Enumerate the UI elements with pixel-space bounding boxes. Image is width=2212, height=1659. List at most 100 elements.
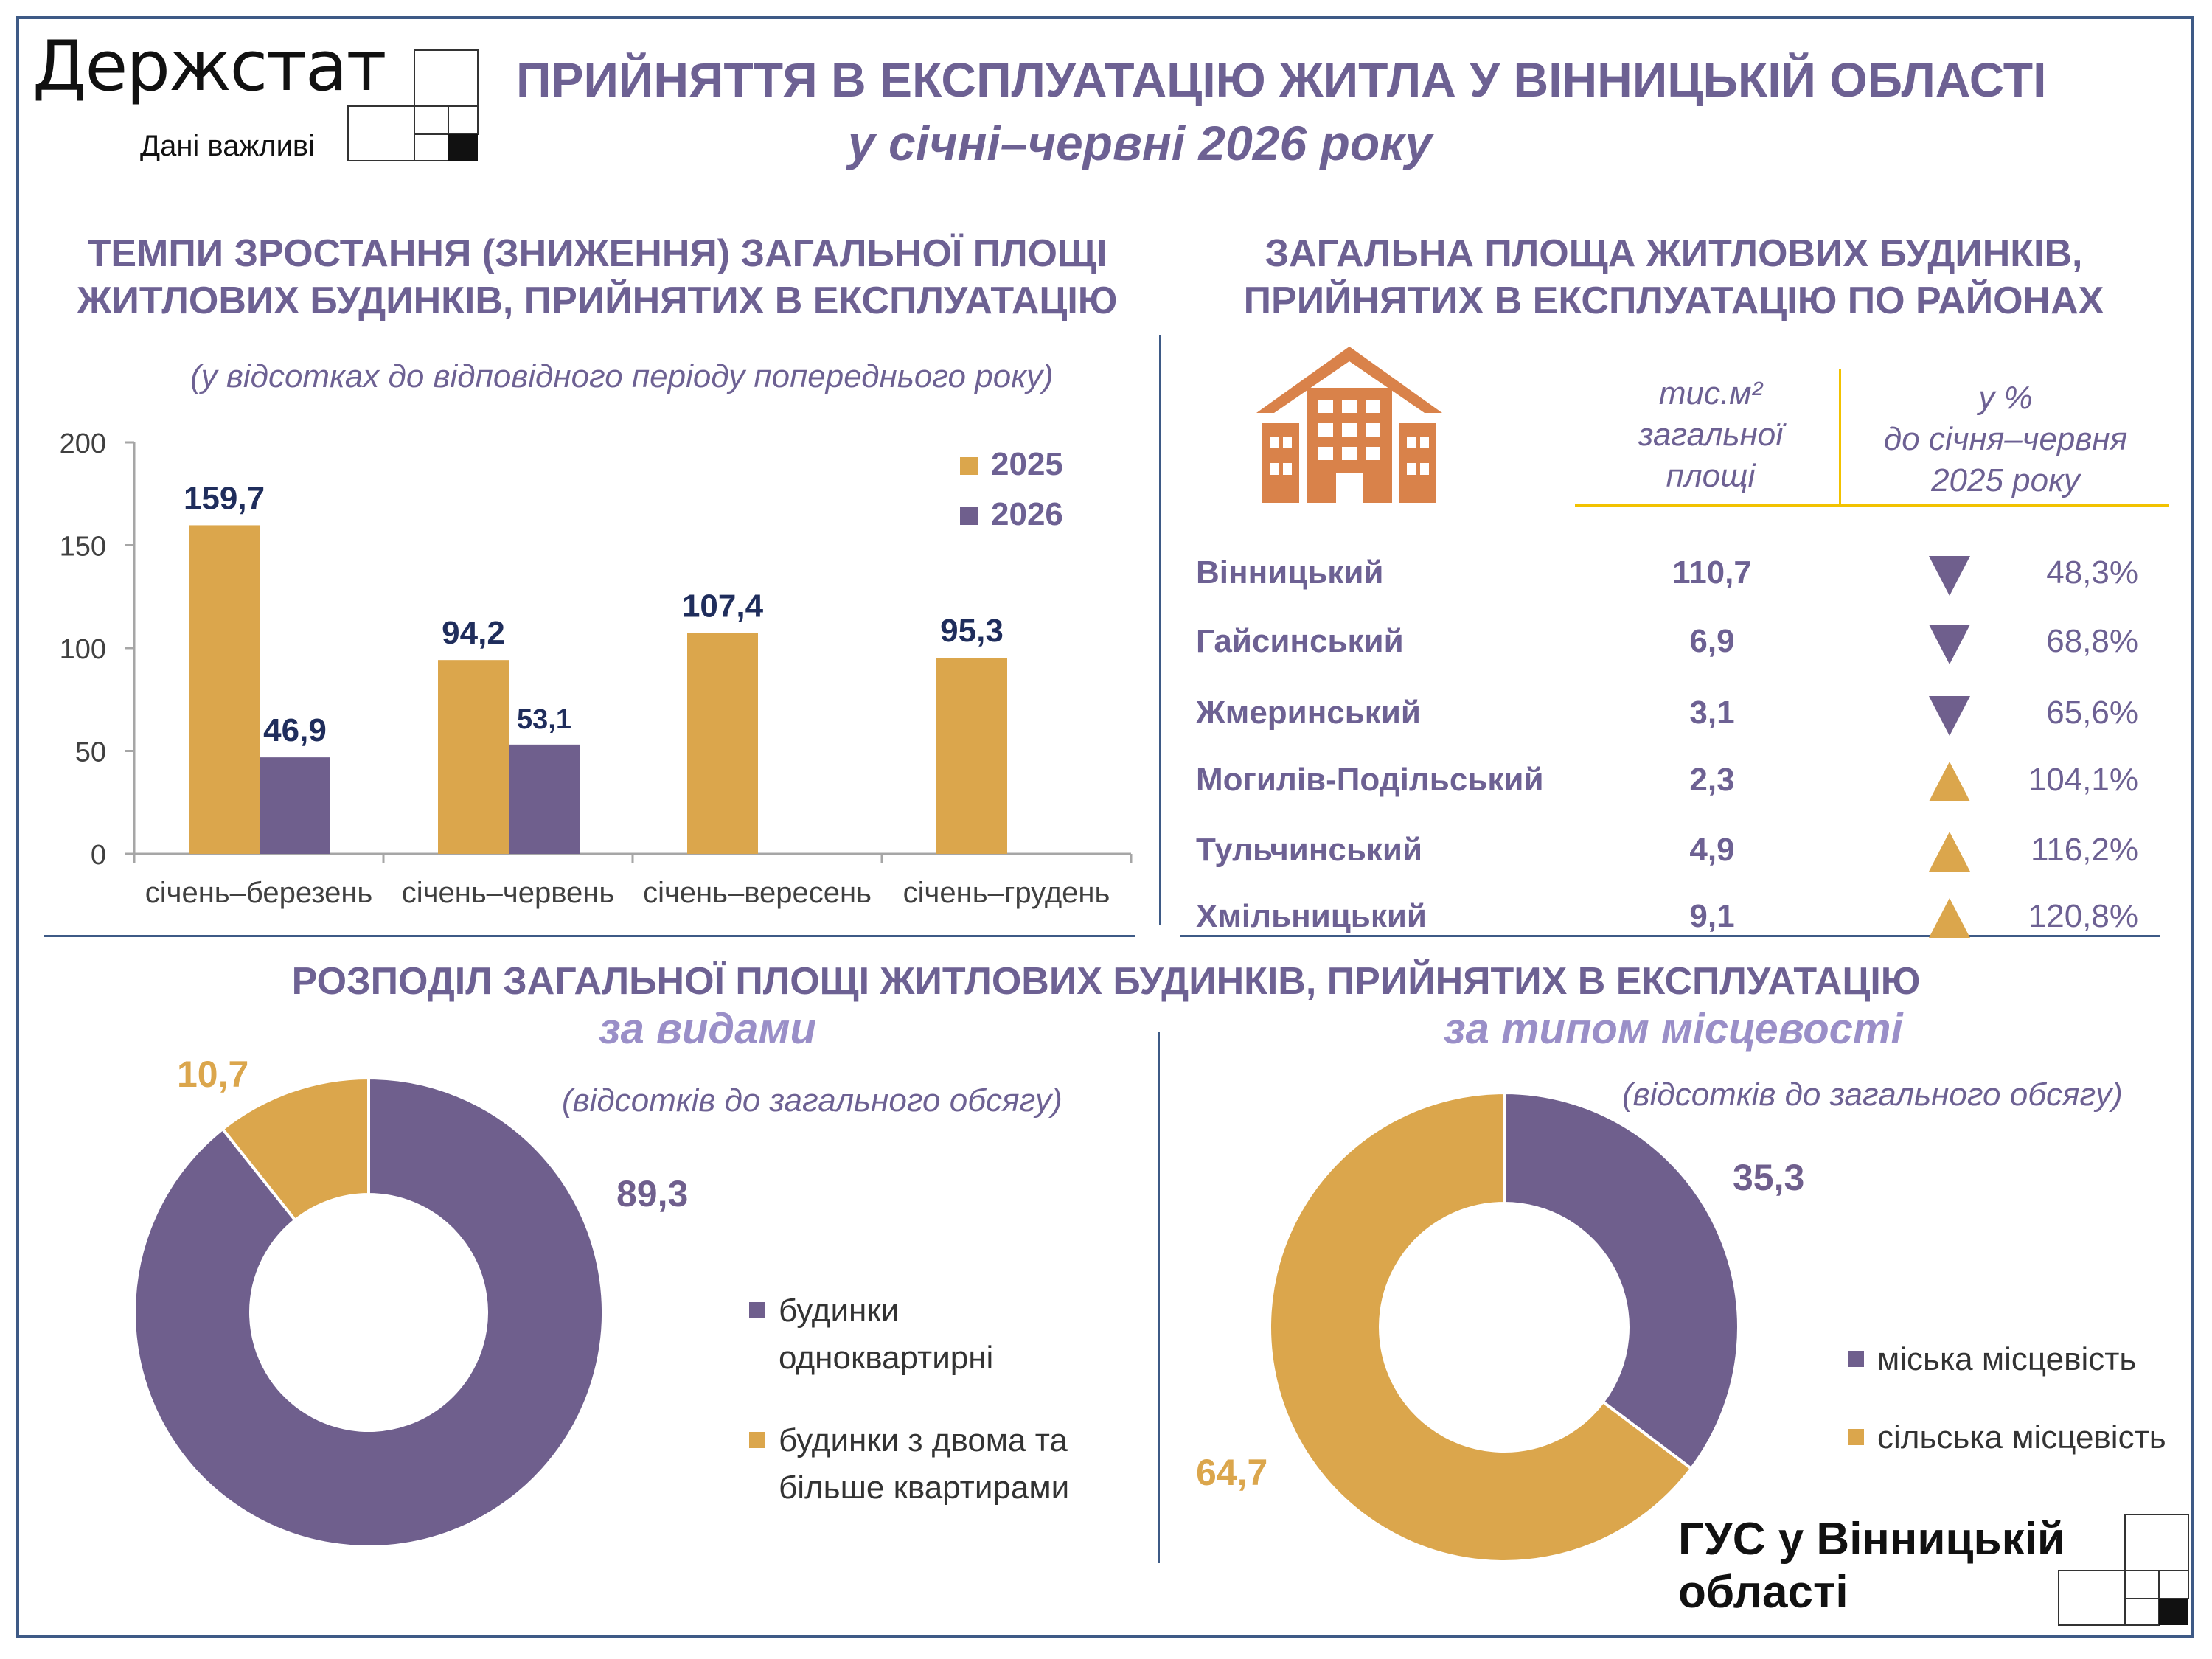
footer-logo-squares-icon — [2058, 1514, 2189, 1626]
bar-2025-3 — [936, 658, 1007, 854]
district-pct: 48,3% — [2046, 554, 2138, 591]
district-name: Хмільницький — [1196, 898, 1427, 934]
footer-org-line2: області — [1678, 1567, 1848, 1618]
y-tick-label: 0 — [91, 840, 106, 871]
donut-slice-0 — [1503, 1091, 1741, 1471]
bar-2026-0 — [260, 757, 330, 854]
legend-single-line1: будинки — [779, 1293, 900, 1329]
bar-2025-2 — [687, 633, 758, 854]
legend-label-2026: 2026 — [991, 496, 1063, 532]
donut-chart-by-type — [133, 1076, 605, 1548]
trend-down-icon — [1929, 556, 1970, 596]
horizontal-divider-right — [1180, 935, 2160, 937]
legend-swatch-2026 — [960, 507, 978, 525]
trend-up-icon — [1929, 898, 1970, 938]
col-header-area: тис.м² загальної площі — [1622, 373, 1799, 497]
legend-swatch-urban — [1848, 1351, 1864, 1367]
legend-single-apartment: будинки одноквартирні — [779, 1287, 993, 1382]
legend-label-2025: 2025 — [991, 446, 1063, 482]
legend-urban: міська місцевість — [1877, 1341, 2137, 1377]
district-pct: 65,6% — [2046, 695, 2138, 731]
footer-org-line1: ГУС у Вінницькій — [1678, 1514, 2066, 1565]
district-name: Вінницький — [1196, 554, 1384, 591]
legend-multi-line2: більше квартирами — [779, 1470, 1070, 1506]
district-name: Гайсинський — [1196, 623, 1404, 659]
growth-bar-chart: 0 50 100 150 200 січень–березень 159,7 46,9 січе… — [60, 428, 1133, 909]
col-area-line1: тис.м² — [1658, 375, 1763, 411]
by-type-header: за видами — [599, 1005, 816, 1053]
page-title: ПРИЙНЯТТЯ В ЕКСПЛУАТАЦІЮ ЖИТЛА У ВІННИЦЬ… — [516, 52, 2047, 107]
legend-swatch-multi-apartment — [749, 1432, 765, 1448]
district-pct: 120,8% — [2028, 898, 2138, 934]
bar-2026-1 — [509, 744, 580, 854]
donut-chart-by-locality — [1268, 1091, 1741, 1563]
bar-2025-1 — [438, 660, 509, 854]
col-header-pct: у % до січня–червня 2025 року — [1858, 378, 2153, 501]
trend-up-icon — [1929, 832, 1970, 872]
district-name: Могилів-Подільський — [1196, 762, 1544, 798]
trend-up-icon — [1929, 762, 1970, 801]
growth-title-line2: ЖИТЛОВИХ БУДИНКІВ, ПРИЙНЯТИХ В ЕКСПЛУАТА… — [77, 279, 1118, 322]
x-category-label: січень–вересень — [643, 877, 872, 909]
bar-value-label: 53,1 — [517, 704, 571, 735]
district-pct: 104,1% — [2028, 762, 2138, 798]
col-area-line2: загальної — [1638, 417, 1784, 453]
table-header-separator — [1839, 369, 1841, 506]
legend-rural: сільська місцевість — [1877, 1419, 2166, 1455]
legend-swatch-single-apartment — [749, 1302, 765, 1318]
y-tick-label: 100 — [60, 634, 106, 665]
legend-swatch-rural — [1848, 1429, 1864, 1445]
slice-label-multi-apartment: 10,7 — [177, 1054, 249, 1095]
apartment-building-icon — [1256, 347, 1442, 503]
slice-label-urban: 35,3 — [1733, 1157, 1805, 1198]
by-locality-note: (відсотків до загального обсягу) — [1622, 1077, 2123, 1113]
vertical-divider-top — [1159, 335, 1161, 925]
by-locality-header: за типом місцевості — [1444, 1005, 1903, 1053]
by-type-note: (відсотків до загального обсягу) — [562, 1082, 1062, 1119]
legend-swatch-2025 — [960, 457, 978, 475]
logo-tagline: Дані важливі — [140, 130, 316, 162]
col-pct-line2: до січня–червня — [1883, 421, 2128, 457]
growth-title-line1: ТЕМПИ ЗРОСТАННЯ (ЗНИЖЕННЯ) ЗАГАЛЬНОЇ ПЛО… — [87, 232, 1107, 275]
districts-section-title: ЗАГАЛЬНА ПЛОЩА ЖИТЛОВИХ БУДИНКІВ, ПРИЙНЯ… — [1180, 230, 2168, 324]
bar-value-label: 107,4 — [682, 588, 764, 624]
district-pct: 68,8% — [2046, 623, 2138, 659]
district-name: Жмеринський — [1196, 695, 1421, 731]
x-category-label: січень–грудень — [903, 877, 1110, 909]
bar-value-label: 95,3 — [940, 613, 1004, 649]
legend-single-line2: одноквартирні — [779, 1340, 994, 1376]
col-pct-line1: у % — [1978, 380, 2033, 416]
col-pct-line3: 2025 року — [1931, 462, 2080, 498]
page-subtitle: у січні–червні 2026 року — [848, 116, 1433, 170]
district-area: 110,7 — [1672, 554, 1752, 591]
district-area: 6,9 — [1689, 623, 1735, 659]
x-category-label: січень–березень — [145, 877, 373, 909]
horizontal-divider-left — [44, 935, 1135, 937]
district-name: Тульчинський — [1196, 832, 1423, 868]
legend-multi-line1: будинки з двома та — [779, 1422, 1068, 1458]
page-frame — [16, 16, 2194, 1638]
footer-org: ГУС у Вінницькій області — [1678, 1513, 2065, 1619]
distribution-section-title: РОЗПОДІЛ ЗАГАЛЬНОЇ ПЛОЩІ ЖИТЛОВИХ БУДИНК… — [291, 960, 1921, 1003]
donut-slice-0 — [133, 1076, 605, 1548]
y-tick-label: 200 — [60, 428, 106, 459]
y-tick-label: 150 — [60, 532, 106, 563]
vertical-divider-bottom — [1158, 1032, 1160, 1563]
bar-value-label: 159,7 — [184, 480, 265, 516]
district-area: 3,1 — [1689, 695, 1735, 731]
donut-slice-1 — [1268, 1091, 1694, 1563]
district-area: 9,1 — [1689, 898, 1735, 934]
district-area: 2,3 — [1689, 762, 1735, 798]
bar-value-label: 94,2 — [442, 615, 505, 651]
logo-wordmark: Держстат — [32, 27, 386, 107]
x-category-label: січень–червень — [402, 877, 614, 909]
bar-2025-0 — [189, 525, 260, 854]
slice-label-rural: 64,7 — [1196, 1452, 1268, 1493]
col-area-line3: площі — [1666, 458, 1756, 494]
trend-down-icon — [1929, 625, 1970, 664]
donut-slice-1 — [220, 1076, 370, 1222]
districts-title-line1: ЗАГАЛЬНА ПЛОЩА ЖИТЛОВИХ БУДИНКІВ, — [1265, 232, 2083, 275]
growth-note: (у відсотках до відповідного періоду поп… — [190, 358, 1054, 394]
y-tick-label: 50 — [75, 737, 106, 768]
district-area: 4,9 — [1689, 832, 1735, 868]
